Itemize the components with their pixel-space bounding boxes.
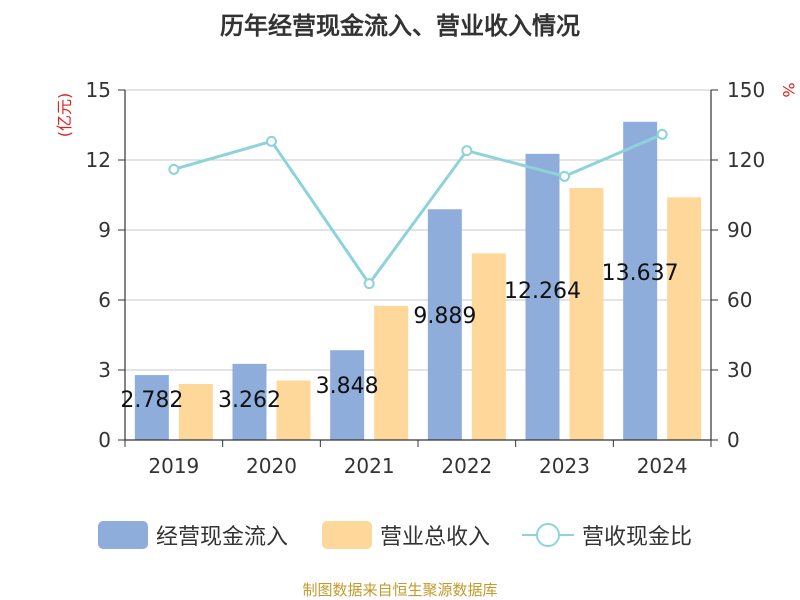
ratio-line	[168, 128, 668, 290]
chart-title: 历年经营现金流入、营业收入情况	[220, 12, 580, 40]
legend-line-ratio	[522, 521, 574, 549]
y-left-axis-label: (亿元)	[55, 93, 74, 138]
bar-revenue	[374, 305, 409, 440]
ratio-point	[461, 145, 473, 157]
data-label-cash-inflow: 3.262	[218, 388, 281, 413]
bar-cash-inflow	[232, 363, 267, 440]
y-left-tick-label: 9	[98, 218, 111, 242]
grid-lines	[125, 89, 711, 371]
bar-cash-inflow	[330, 350, 365, 440]
legend-swatch-revenue	[322, 521, 372, 549]
legend-label-ratio: 营收现金比	[582, 525, 693, 550]
ratio-point	[363, 278, 375, 290]
data-label-cash-inflow: 9.889	[413, 304, 476, 329]
x-tick-label: 2023	[539, 454, 590, 478]
data-labels: 2.782 3.262 3.848 9.889 12.264 13.637	[120, 261, 678, 413]
ratio-point	[656, 128, 668, 140]
data-label-cash-inflow: 2.782	[120, 388, 183, 413]
ratio-line-path	[173, 132, 663, 287]
legend-label-revenue: 营业总收入	[380, 525, 491, 550]
bar-cash-inflow	[525, 153, 560, 440]
legend: 经营现金流入 营业总收入 营收现金比	[0, 517, 800, 553]
bar-revenue	[276, 380, 311, 440]
y-right-tick-label: 90	[727, 218, 752, 242]
data-label-cash-inflow: 12.264	[504, 279, 581, 304]
bar-cash-inflow	[623, 121, 658, 440]
bars	[134, 121, 702, 440]
y-left-tick-label: 3	[98, 358, 111, 382]
y-right-tick-label: 0	[727, 428, 740, 452]
legend-item-revenue[interactable]: 营业总收入	[322, 517, 490, 553]
data-label-cash-inflow: 13.637	[602, 261, 679, 286]
bar-revenue	[178, 384, 213, 440]
legend-swatch-cash-inflow	[98, 521, 148, 549]
y-left-tick-label: 15	[86, 78, 111, 102]
bar-revenue	[471, 253, 506, 440]
ratio-point	[266, 135, 277, 147]
y-right-tick-label: 120	[727, 148, 765, 172]
data-label-cash-inflow: 3.848	[316, 374, 379, 399]
y-right-tick-label: 150	[727, 78, 765, 102]
y-left-tick-label: 12	[86, 148, 111, 172]
source-note: 制图数据来自恒生聚源数据库	[302, 581, 498, 599]
bar-revenue	[667, 197, 702, 440]
ratio-point	[168, 163, 180, 175]
ratio-point	[559, 170, 570, 182]
y-right-axis-label: %	[779, 82, 798, 97]
y-right-tick-label: 30	[727, 358, 752, 382]
y-left-tick-label: 0	[98, 428, 111, 452]
bar-revenue	[569, 188, 604, 440]
legend-item-ratio[interactable]: 营收现金比	[522, 517, 692, 553]
x-tick-label: 2024	[637, 454, 688, 478]
x-tick-label: 2022	[441, 454, 492, 478]
y-right-tick-label: 60	[727, 288, 752, 312]
bar-cash-inflow	[134, 375, 169, 440]
legend-item-cash-inflow[interactable]: 经营现金流入	[98, 517, 288, 553]
x-tick-label: 2019	[148, 454, 199, 478]
x-tick-label: 2021	[344, 454, 395, 478]
legend-label-cash-inflow: 经营现金流入	[156, 525, 289, 550]
x-tick-label: 2020	[246, 454, 297, 478]
y-left-tick-label: 6	[98, 288, 111, 312]
bar-cash-inflow	[427, 209, 462, 440]
